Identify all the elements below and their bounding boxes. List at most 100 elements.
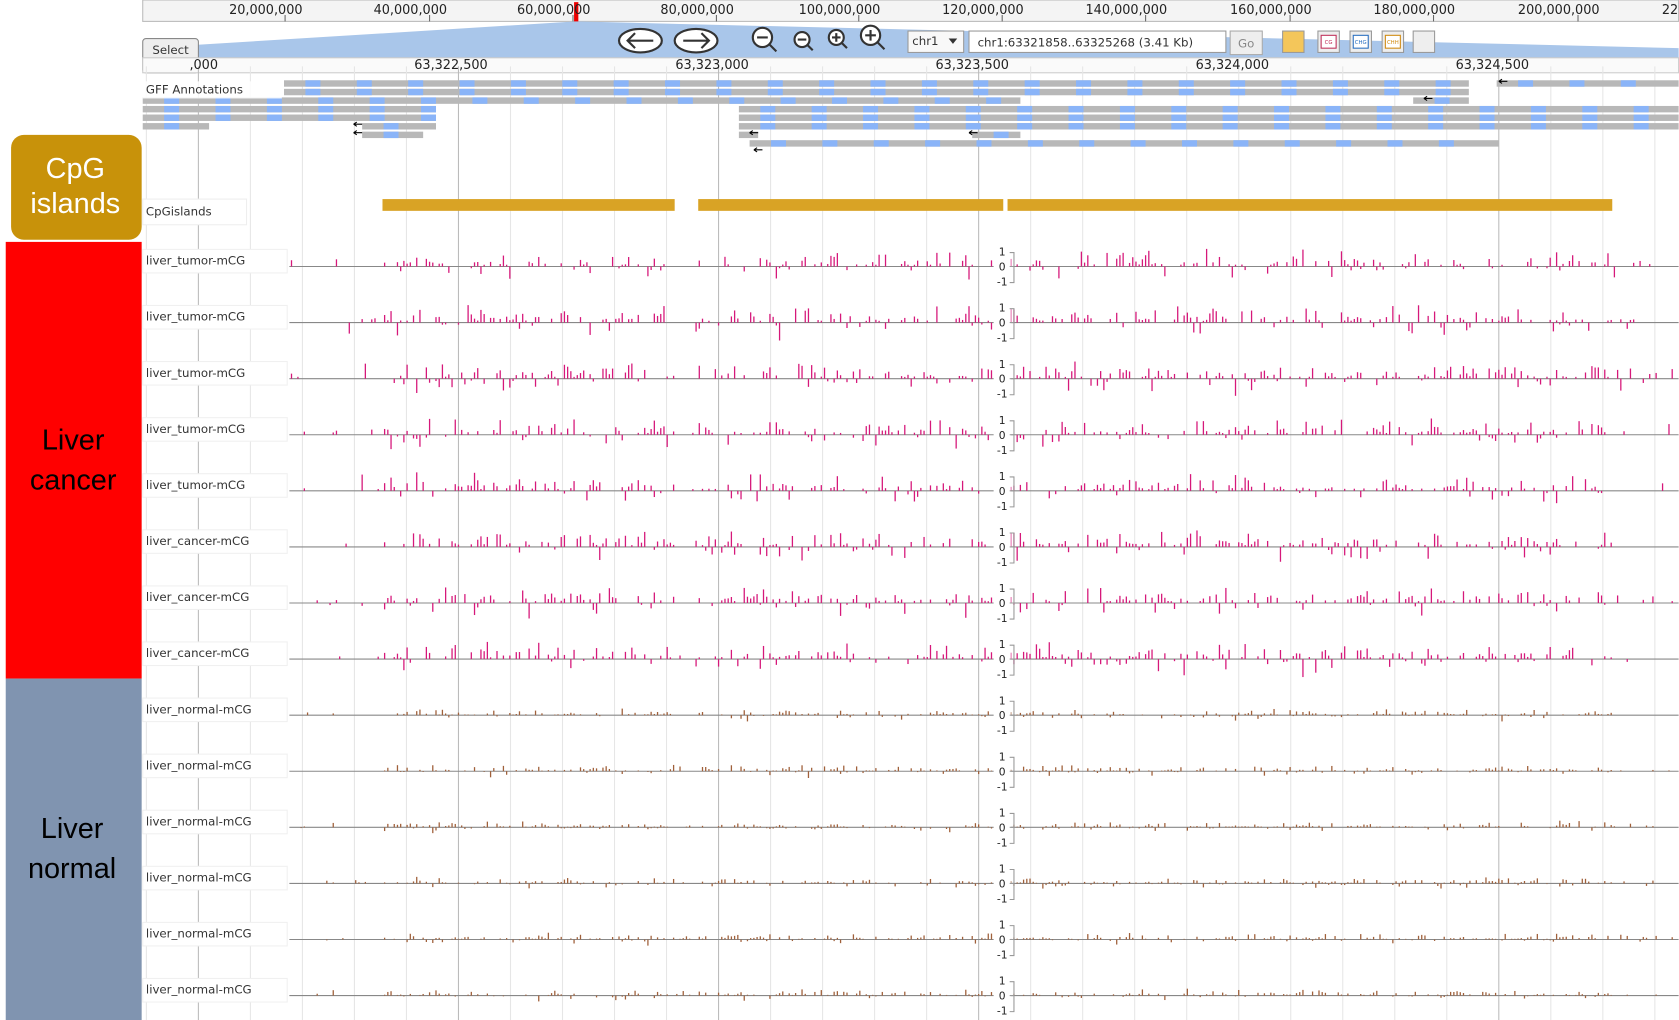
axis-label: 1 — [999, 526, 1006, 539]
axis-label: 1 — [999, 919, 1006, 932]
detail-label: 63,323,500 — [935, 58, 1008, 73]
cpg-panel — [11, 134, 142, 240]
exon — [1222, 105, 1238, 113]
cancer-panel — [5, 241, 142, 679]
axis-label: -1 — [997, 556, 1008, 569]
strand-arrow — [1498, 78, 1508, 84]
axis-bg — [993, 527, 1011, 565]
track-label: liver_tumor-mCG — [146, 422, 245, 436]
exon — [677, 97, 693, 104]
axis-bg — [993, 247, 1011, 284]
dropdown-arrow — [948, 38, 958, 44]
exon — [973, 88, 989, 96]
exon — [965, 114, 981, 121]
exon — [760, 105, 776, 113]
exon — [1479, 105, 1495, 113]
exon — [665, 88, 681, 96]
icon-buttons: CG CHG CHH — [1317, 30, 1405, 53]
exon — [1130, 140, 1146, 147]
exon — [1633, 105, 1649, 113]
exon — [318, 97, 334, 104]
icon — [832, 33, 848, 49]
exon — [883, 97, 899, 104]
gene — [749, 140, 1499, 147]
exon — [811, 105, 827, 113]
exon — [613, 88, 629, 96]
axis-bracket — [1009, 308, 1015, 340]
icon — [757, 36, 778, 53]
icon — [797, 38, 814, 52]
location-input[interactable] — [968, 30, 1227, 53]
exon — [716, 88, 732, 96]
exon — [1530, 123, 1546, 130]
exon — [771, 140, 786, 147]
axis-label: 0 — [999, 261, 1006, 274]
axis-label: 1 — [999, 694, 1006, 707]
exon — [1376, 123, 1392, 130]
gene — [738, 123, 1679, 130]
axis-label: 0 — [999, 597, 1006, 610]
exon — [1076, 88, 1092, 96]
axis-label: 0 — [999, 709, 1006, 722]
exon — [1222, 114, 1238, 121]
detail-ruler — [142, 57, 1679, 74]
axis-bg — [993, 583, 1011, 621]
exon — [1428, 123, 1444, 130]
axis-bracket — [1009, 420, 1015, 452]
axis-label: -1 — [997, 1005, 1008, 1018]
chromosome-select[interactable] — [907, 30, 965, 53]
axis-label: -1 — [997, 949, 1008, 962]
exon — [1284, 140, 1300, 147]
exon — [1068, 114, 1084, 121]
exon — [780, 97, 796, 104]
exon — [1068, 123, 1084, 130]
exon — [626, 97, 642, 104]
axis-label: -1 — [997, 444, 1008, 457]
exon — [914, 105, 930, 113]
exon — [1435, 88, 1451, 96]
axis-label: 0 — [999, 317, 1006, 330]
axis-bg — [993, 920, 1011, 957]
srna-button[interactable] — [1412, 30, 1436, 53]
exon — [832, 97, 847, 104]
axis-label: 0 — [999, 485, 1006, 498]
go-button[interactable] — [1229, 30, 1263, 56]
exon — [767, 80, 783, 87]
strand-arrow — [353, 121, 363, 127]
label-bg — [142, 865, 288, 891]
track-label: liver_normal-mCG — [146, 927, 252, 941]
exon — [1633, 123, 1649, 130]
axis-label: 1 — [999, 863, 1006, 876]
exon — [1281, 88, 1297, 96]
track-label: liver_normal-mCG — [146, 814, 252, 828]
exon — [523, 97, 539, 104]
axis-bg — [993, 303, 1011, 340]
exon — [921, 80, 937, 87]
axis-bg — [993, 751, 1011, 789]
gene — [1496, 80, 1679, 87]
label-bg — [142, 921, 288, 947]
icon-frame — [1384, 34, 1401, 49]
exon — [1384, 88, 1400, 96]
exon — [1633, 114, 1649, 121]
axis-label: 1 — [999, 806, 1006, 819]
overview-label: 180,000,000 — [1373, 3, 1455, 18]
axis-bg — [993, 976, 1011, 1013]
exon — [965, 105, 981, 113]
highlight-button[interactable] — [1282, 30, 1305, 53]
exon — [1181, 140, 1197, 147]
axis-label: 0 — [999, 541, 1006, 554]
exon — [305, 88, 321, 96]
exon — [665, 80, 681, 87]
side-label: CpG — [46, 153, 105, 185]
exon — [1325, 123, 1341, 130]
exon — [1530, 105, 1546, 113]
exon — [1068, 105, 1084, 113]
go-label: Go — [1238, 36, 1254, 50]
exon — [266, 97, 282, 104]
exon — [1171, 123, 1187, 130]
label-bg — [142, 641, 288, 667]
icon-text: CHG — [1355, 40, 1367, 46]
axis-bg — [993, 359, 1011, 396]
